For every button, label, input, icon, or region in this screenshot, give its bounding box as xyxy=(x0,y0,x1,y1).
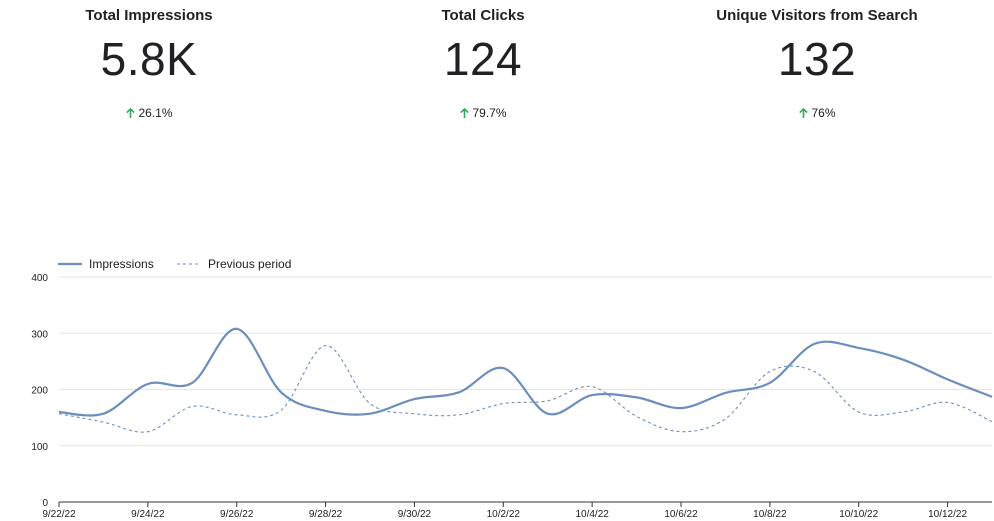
y-tick-label: 300 xyxy=(31,329,48,340)
x-axis: 9/22/22 9/24/22 9/26/22 9/28/22 9/30/22 10/2/… xyxy=(42,501,992,520)
kpi-delta: 79.7% xyxy=(333,106,633,120)
x-tick-label: 10/8/22 xyxy=(753,509,787,520)
x-tick-label: 9/30/22 xyxy=(398,509,432,520)
legend-label-impressions: Impressions xyxy=(89,257,154,271)
y-axis: 0 100 200 300 400 xyxy=(31,273,48,509)
y-tick-label: 0 xyxy=(42,498,48,509)
x-tick-label: 9/26/22 xyxy=(220,509,254,520)
kpi-value: 5.8K xyxy=(100,33,198,85)
impressions-line-chart: Impressions Previous period 0 100 200 300 40… xyxy=(31,257,993,520)
arrow-up-icon xyxy=(126,107,136,118)
x-tick-label: 9/28/22 xyxy=(309,509,343,520)
kpi-delta-value: 76% xyxy=(811,106,836,120)
chart-series xyxy=(58,327,993,433)
y-tick-label: 100 xyxy=(31,442,48,453)
kpi-title: Unique Visitors from Search xyxy=(716,7,918,24)
kpi-total-impressions: Total Impressions 5.8K 26.1% xyxy=(0,0,299,120)
x-tick-label: 9/22/22 xyxy=(42,509,76,520)
kpi-delta: 76% xyxy=(667,106,967,120)
x-tick-label: 10/4/22 xyxy=(575,509,609,520)
kpi-total-clicks: Total Clicks 124 79.7% xyxy=(333,0,633,120)
x-tick-label: 10/10/22 xyxy=(839,509,878,520)
y-tick-label: 400 xyxy=(31,273,48,284)
kpi-title: Total Impressions xyxy=(85,7,213,24)
kpi-value: 124 xyxy=(443,33,523,85)
y-tick-label: 200 xyxy=(31,386,48,397)
kpi-delta-value: 79.7% xyxy=(472,106,507,120)
x-tick-label: 10/2/22 xyxy=(487,509,521,520)
kpi-unique-visitors: Unique Visitors from Search 132 76% xyxy=(667,0,967,120)
legend-label-previous-period: Previous period xyxy=(208,257,291,271)
arrow-up-icon xyxy=(799,107,809,118)
series-line-previous-period xyxy=(58,345,993,433)
x-tick-label: 10/6/22 xyxy=(664,509,698,520)
x-tick-label: 10/12/22 xyxy=(928,509,967,520)
chart-grid xyxy=(59,276,992,447)
x-tick-label: 9/24/22 xyxy=(131,509,165,520)
arrow-up-icon xyxy=(460,107,470,118)
kpi-title: Total Clicks xyxy=(441,7,525,24)
chart-legend: Impressions Previous period xyxy=(58,257,291,271)
kpi-value: 132 xyxy=(777,33,857,85)
series-line-impressions xyxy=(58,327,993,417)
kpi-delta-value: 26.1% xyxy=(138,106,173,120)
kpi-delta: 26.1% xyxy=(0,106,299,120)
